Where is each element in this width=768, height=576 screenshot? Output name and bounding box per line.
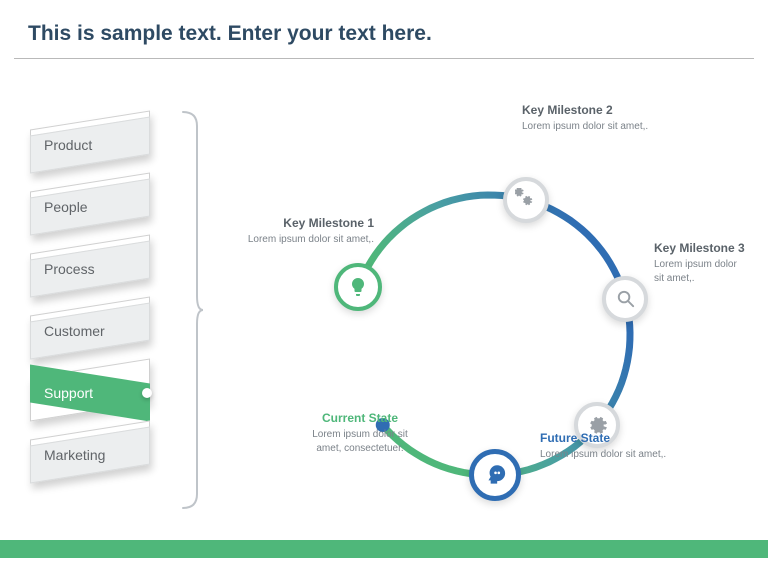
sidebar-tabs: Product People Process Customer Support Marke…	[30, 120, 152, 492]
search-icon	[614, 287, 637, 310]
gears-icon	[515, 188, 538, 211]
milestone-label-current: Current StateLorem ipsum dolor sit amet,…	[300, 410, 420, 455]
sidebar-item-marketing[interactable]: Marketing	[30, 430, 152, 480]
active-indicator-dot	[142, 388, 152, 398]
sidebar-item-people[interactable]: People	[30, 182, 152, 232]
sidebar-item-label: Support	[30, 374, 150, 412]
milestone-node-m1	[503, 177, 549, 223]
slide: This is sample text. Enter your text her…	[0, 0, 768, 576]
page-title: This is sample text. Enter your text her…	[28, 22, 432, 46]
sidebar-item-customer[interactable]: Customer	[30, 306, 152, 356]
arc-diagram: Current StateLorem ipsum dolor sit amet,…	[230, 110, 750, 510]
sidebar-item-label: Customer	[30, 312, 150, 350]
sidebar-item-process[interactable]: Process	[30, 244, 152, 294]
milestone-node-m2	[602, 276, 648, 322]
milestone-label-m3: Key Milestone 3Lorem ipsum dolor sit ame…	[654, 240, 746, 285]
footer-bar	[0, 540, 768, 558]
title-divider	[14, 58, 754, 59]
sidebar-item-label: Process	[30, 250, 150, 288]
milestone-node-future	[469, 449, 521, 501]
sidebar-item-label: People	[30, 188, 150, 226]
head-icon	[482, 462, 508, 488]
sidebar-item-label: Product	[30, 126, 150, 164]
milestone-label-m2: Key Milestone 2Lorem ipsum dolor sit ame…	[522, 102, 692, 134]
sidebar-item-product[interactable]: Product	[30, 120, 152, 170]
bracket	[175, 110, 203, 510]
milestone-label-future: Future StateLorem ipsum dolor sit amet,.	[540, 430, 670, 462]
sidebar-item-label: Marketing	[30, 436, 150, 474]
sidebar-item-support[interactable]: Support	[30, 368, 152, 418]
bulb-icon	[346, 275, 370, 299]
milestone-label-m1: Key Milestone 1Lorem ipsum dolor sit ame…	[224, 215, 374, 247]
